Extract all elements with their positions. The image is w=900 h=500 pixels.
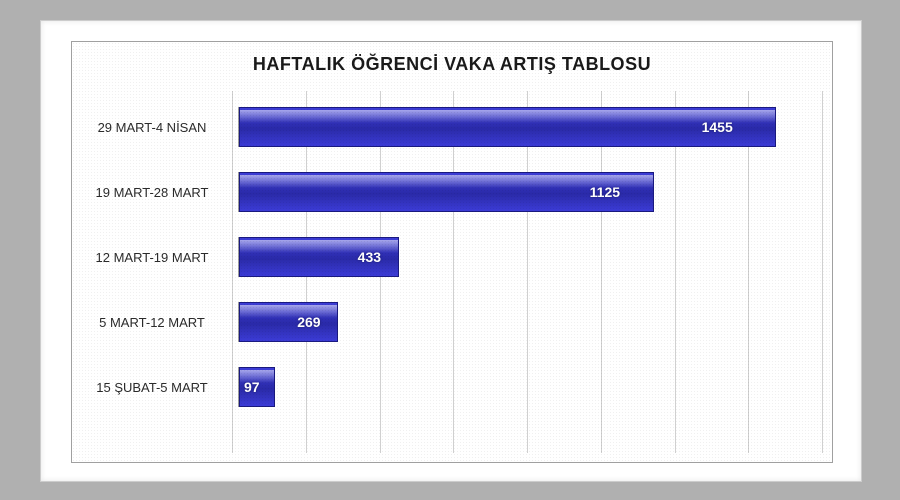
bar-holder: 1125 <box>238 172 832 212</box>
value-label: 97 <box>244 379 260 395</box>
bar-shine <box>240 110 775 123</box>
chart-title: HAFTALIK ÖĞRENCİ VAKA ARTIŞ TABLOSU <box>72 54 832 75</box>
category-label: 12 MART-19 MART <box>72 250 238 265</box>
bar-shine <box>240 305 337 318</box>
bar-holder: 269 <box>238 302 832 342</box>
bar-row: 19 MART-28 MART 1125 <box>72 172 832 212</box>
value-label: 269 <box>297 314 320 330</box>
bar-row: 12 MART-19 MART 433 <box>72 237 832 277</box>
value-label: 1125 <box>590 184 620 200</box>
bar-holder: 1455 <box>238 107 832 147</box>
value-label: 1455 <box>702 119 733 135</box>
chart-body: 29 MART-4 NİSAN 1455 19 MART-28 MART 1125 12… <box>72 97 832 447</box>
chart-card: HAFTALIK ÖĞRENCİ VAKA ARTIŞ TABLOSU 29 M… <box>40 20 862 482</box>
category-label: 5 MART-12 MART <box>72 315 238 330</box>
bar-holder: 97 <box>238 367 832 407</box>
bar: 1125 <box>239 172 654 212</box>
bar: 97 <box>239 367 275 407</box>
bar-row: 15 ŞUBAT-5 MART 97 <box>72 367 832 407</box>
bar: 433 <box>239 237 399 277</box>
bar-holder: 433 <box>238 237 832 277</box>
bar: 269 <box>239 302 338 342</box>
category-label: 29 MART-4 NİSAN <box>72 120 238 135</box>
bar-row: 5 MART-12 MART 269 <box>72 302 832 342</box>
category-label: 19 MART-28 MART <box>72 185 238 200</box>
bar: 1455 <box>239 107 776 147</box>
plot-area: HAFTALIK ÖĞRENCİ VAKA ARTIŞ TABLOSU 29 M… <box>71 41 833 463</box>
bar-row: 29 MART-4 NİSAN 1455 <box>72 107 832 147</box>
value-label: 433 <box>358 249 381 265</box>
category-label: 15 ŞUBAT-5 MART <box>72 380 238 395</box>
